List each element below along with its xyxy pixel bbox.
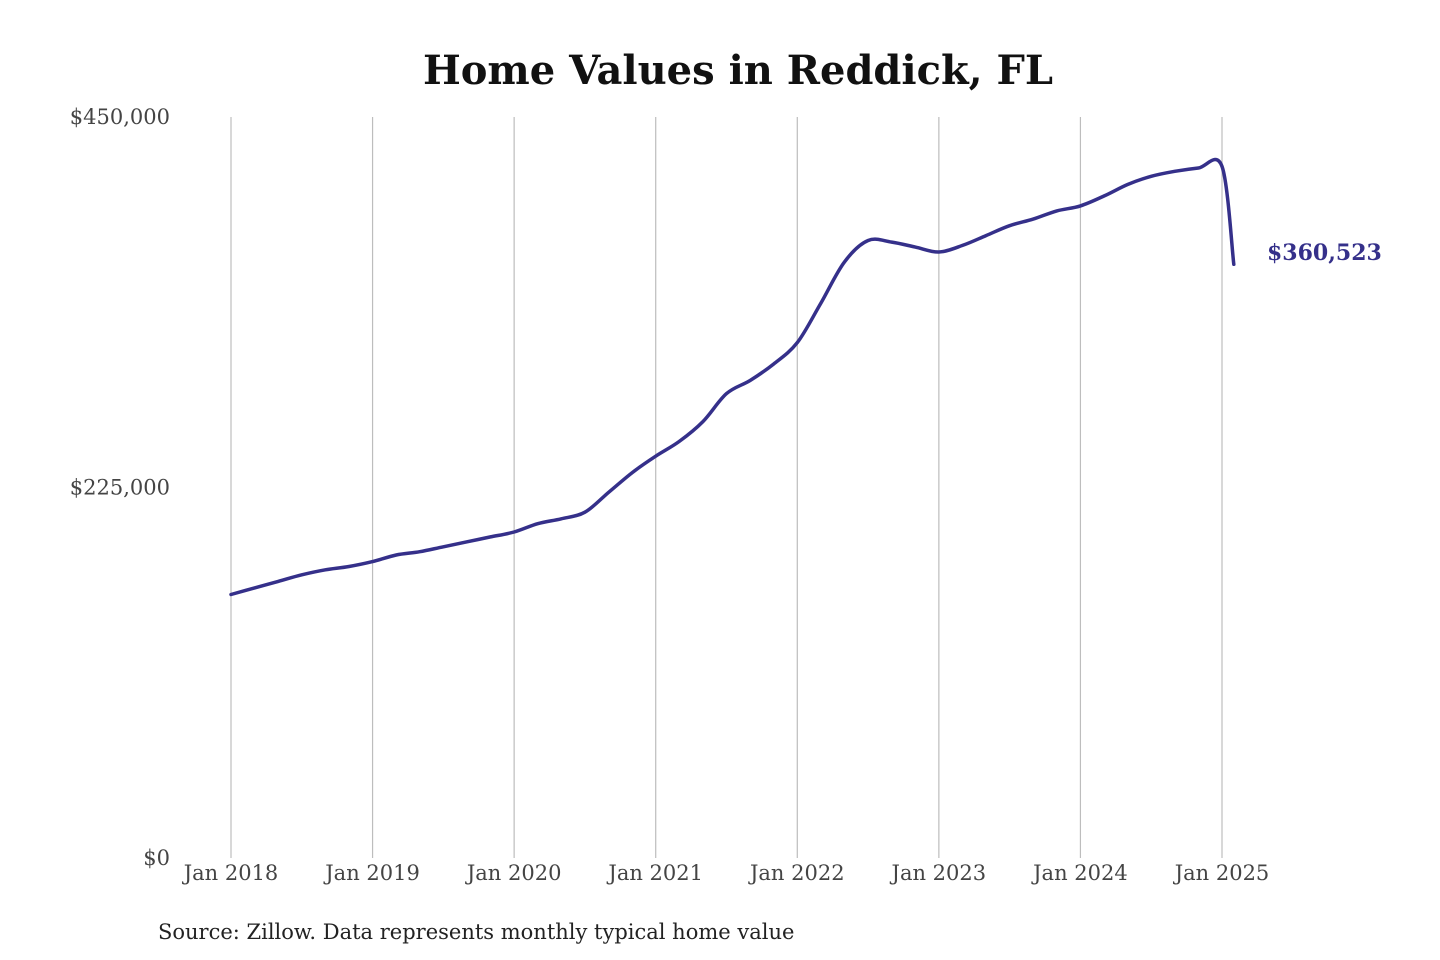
series-line xyxy=(229,157,1236,597)
chart-title: Home Values in Reddick, FL xyxy=(423,47,1053,94)
x-tick-label: Jan 2023 xyxy=(890,861,987,885)
end-value-label: $360,523 xyxy=(1267,240,1382,266)
x-tick-label: Jan 2019 xyxy=(323,861,420,885)
x-tick-label: Jan 2018 xyxy=(182,861,279,885)
x-tick-label: Jan 2024 xyxy=(1031,861,1128,885)
x-tick-label: Jan 2025 xyxy=(1173,861,1270,885)
x-tick-label: Jan 2022 xyxy=(748,861,845,885)
y-tick-label: $225,000 xyxy=(70,476,170,500)
source-note: Source: Zillow. Data represents monthly … xyxy=(158,920,794,944)
y-tick-label: $450,000 xyxy=(70,105,170,129)
gridlines xyxy=(230,117,1223,858)
y-axis-ticks: $0 $225,000 $450,000 xyxy=(70,105,170,870)
x-tick-label: Jan 2020 xyxy=(465,861,562,885)
x-tick-label: Jan 2021 xyxy=(606,861,703,885)
x-axis-ticks: Jan 2018 Jan 2019 Jan 2020 Jan 2021 Jan 2022… xyxy=(182,861,1270,885)
y-tick-label: $0 xyxy=(143,846,170,870)
